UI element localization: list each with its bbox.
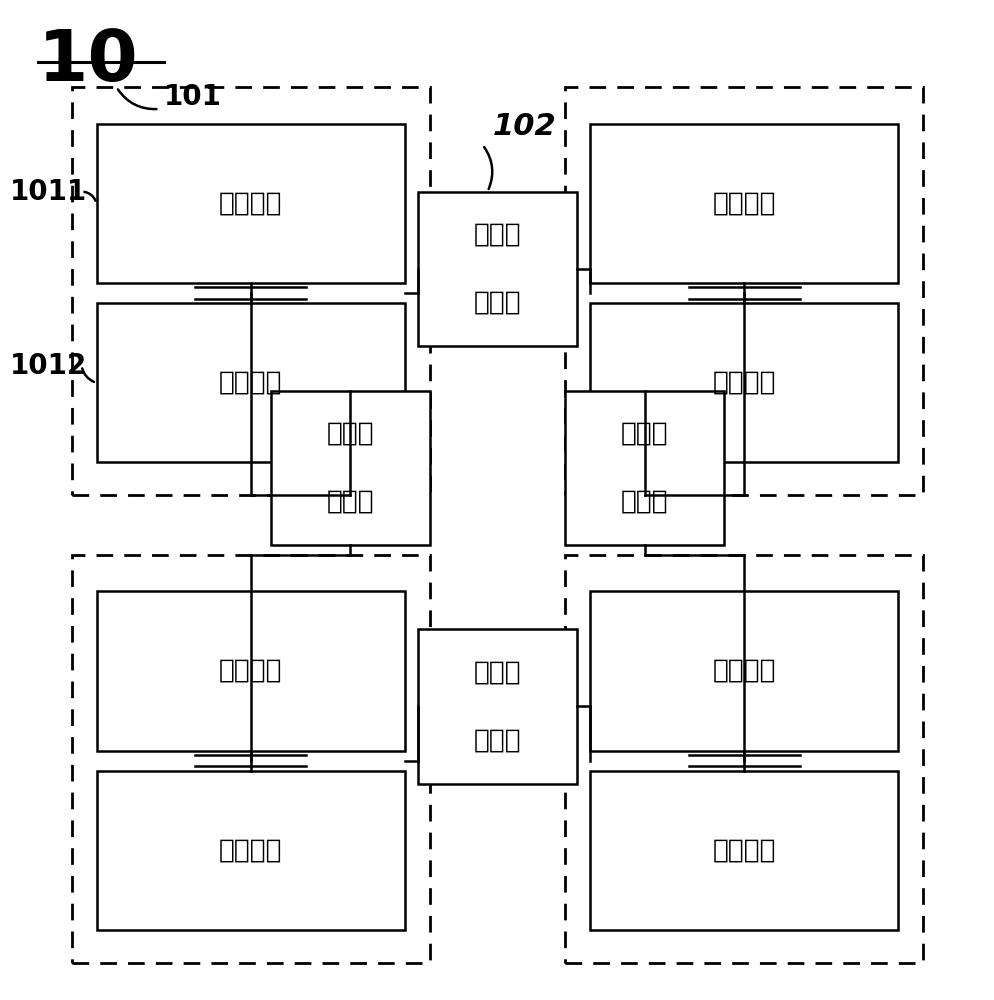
Text: 驱动电路: 驱动电路 bbox=[712, 658, 775, 684]
Bar bbox=[589, 124, 898, 283]
Bar bbox=[589, 771, 898, 930]
Text: 101: 101 bbox=[164, 83, 222, 111]
Bar bbox=[96, 771, 405, 930]
Text: 静电防: 静电防 bbox=[473, 222, 521, 248]
Bar bbox=[589, 303, 898, 462]
Text: 1011: 1011 bbox=[10, 178, 87, 206]
Text: 静电防: 静电防 bbox=[620, 421, 668, 447]
Text: 驱动电路: 驱动电路 bbox=[219, 190, 282, 216]
Text: 静电防: 静电防 bbox=[326, 421, 374, 447]
Text: 1012: 1012 bbox=[10, 352, 87, 380]
Text: 发光元件: 发光元件 bbox=[712, 837, 775, 863]
Bar bbox=[270, 391, 429, 545]
Text: 驱动电路: 驱动电路 bbox=[219, 658, 282, 684]
Bar bbox=[72, 87, 429, 495]
Text: 发光元件: 发光元件 bbox=[712, 370, 775, 396]
Text: 102: 102 bbox=[492, 112, 556, 141]
Bar bbox=[72, 555, 429, 963]
Bar bbox=[565, 87, 922, 495]
Text: 驱动电路: 驱动电路 bbox=[712, 190, 775, 216]
Bar bbox=[565, 555, 922, 963]
Bar bbox=[96, 303, 405, 462]
Bar bbox=[565, 391, 724, 545]
Text: 护组件: 护组件 bbox=[326, 489, 374, 515]
Text: 护组件: 护组件 bbox=[620, 489, 668, 515]
Bar bbox=[417, 192, 577, 346]
Bar bbox=[96, 591, 405, 751]
Bar bbox=[589, 591, 898, 751]
Text: 发光元件: 发光元件 bbox=[219, 370, 282, 396]
Text: 发光元件: 发光元件 bbox=[219, 837, 282, 863]
Bar bbox=[96, 124, 405, 283]
Text: 10: 10 bbox=[38, 27, 138, 96]
Text: 护组件: 护组件 bbox=[473, 727, 521, 753]
Text: 护组件: 护组件 bbox=[473, 290, 521, 316]
Text: 静电防: 静电防 bbox=[473, 660, 521, 686]
Bar bbox=[417, 629, 577, 784]
